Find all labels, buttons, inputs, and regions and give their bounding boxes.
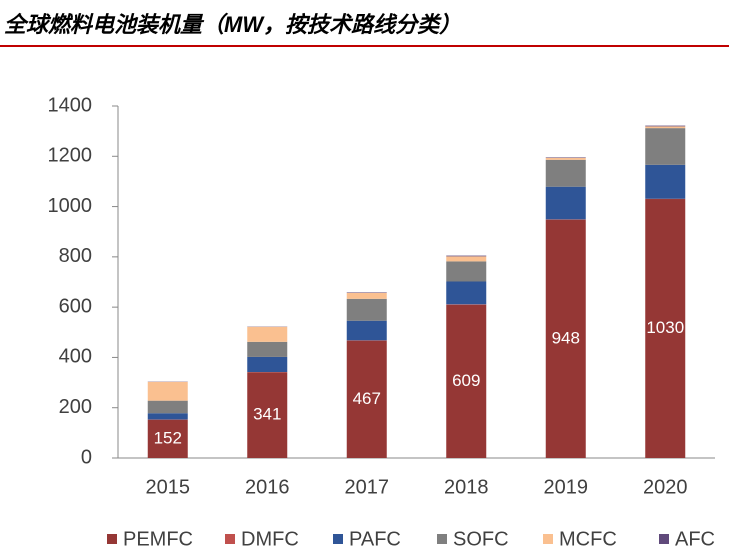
legend-swatch bbox=[333, 534, 343, 544]
data-label: 948 bbox=[552, 328, 580, 347]
bar-segment bbox=[446, 255, 487, 257]
y-tick-label: 600 bbox=[59, 295, 92, 317]
x-tick-label: 2020 bbox=[643, 476, 688, 498]
bar-segment bbox=[545, 157, 586, 158]
chart-title: 全球燃料电池装机量（MW，按技术路线分类） bbox=[4, 12, 461, 37]
legend-swatch bbox=[107, 534, 117, 544]
y-tick-label: 200 bbox=[59, 396, 92, 418]
bar-segment bbox=[645, 164, 686, 199]
legend-swatch bbox=[225, 534, 235, 544]
x-tick-label: 2015 bbox=[146, 476, 191, 498]
legend-label: PEMFC bbox=[123, 528, 193, 550]
bar-segment bbox=[346, 320, 387, 341]
bar-segment bbox=[346, 298, 387, 321]
bar-segment bbox=[346, 340, 387, 458]
bar-segment bbox=[545, 219, 586, 458]
legend-swatch bbox=[659, 534, 669, 544]
bar-segment bbox=[446, 304, 487, 305]
bar-segment bbox=[346, 292, 387, 299]
bar-segment bbox=[247, 356, 288, 373]
x-tick-label: 2017 bbox=[345, 476, 390, 498]
bar-segment bbox=[545, 159, 586, 187]
bar-segment bbox=[446, 304, 487, 458]
bar-segment bbox=[247, 341, 288, 357]
bar-segment bbox=[346, 292, 387, 293]
x-tick-label: 2019 bbox=[544, 476, 589, 498]
y-tick-label: 800 bbox=[59, 245, 92, 267]
bar-segment bbox=[645, 126, 686, 129]
x-tick-label: 2018 bbox=[444, 476, 489, 498]
bar-segment bbox=[147, 419, 188, 458]
bar-segment bbox=[147, 413, 188, 420]
data-label: 152 bbox=[154, 428, 182, 447]
bar-segment bbox=[645, 125, 686, 127]
y-tick-label: 0 bbox=[81, 446, 92, 468]
data-label: 609 bbox=[452, 371, 480, 390]
legend-label: SOFC bbox=[453, 528, 509, 550]
bar-segment bbox=[446, 261, 487, 282]
legend-label: MCFC bbox=[559, 528, 617, 550]
x-tick-label: 2016 bbox=[245, 476, 290, 498]
data-label: 341 bbox=[253, 405, 281, 424]
bar-segment bbox=[247, 326, 288, 342]
legend-label: PAFC bbox=[349, 528, 401, 550]
legend-label: AFC bbox=[675, 528, 715, 550]
bar-segment bbox=[545, 157, 586, 160]
legend-label: DMFC bbox=[241, 528, 299, 550]
bar-segment bbox=[446, 281, 487, 305]
bar-segment bbox=[147, 381, 188, 401]
data-label: 467 bbox=[353, 389, 381, 408]
bar-segment bbox=[446, 256, 487, 262]
data-label: 1030 bbox=[646, 318, 684, 337]
bar-segment bbox=[645, 128, 686, 165]
y-tick-label: 400 bbox=[59, 346, 92, 368]
bar-segment bbox=[545, 186, 586, 220]
y-tick-label: 1200 bbox=[48, 145, 93, 167]
bar-segment bbox=[247, 372, 288, 458]
y-tick-label: 1000 bbox=[48, 195, 93, 217]
legend-swatch bbox=[543, 534, 553, 544]
bar-segment bbox=[147, 400, 188, 414]
legend-swatch bbox=[437, 534, 447, 544]
y-tick-label: 1400 bbox=[48, 94, 93, 116]
bar-segment bbox=[645, 199, 686, 458]
